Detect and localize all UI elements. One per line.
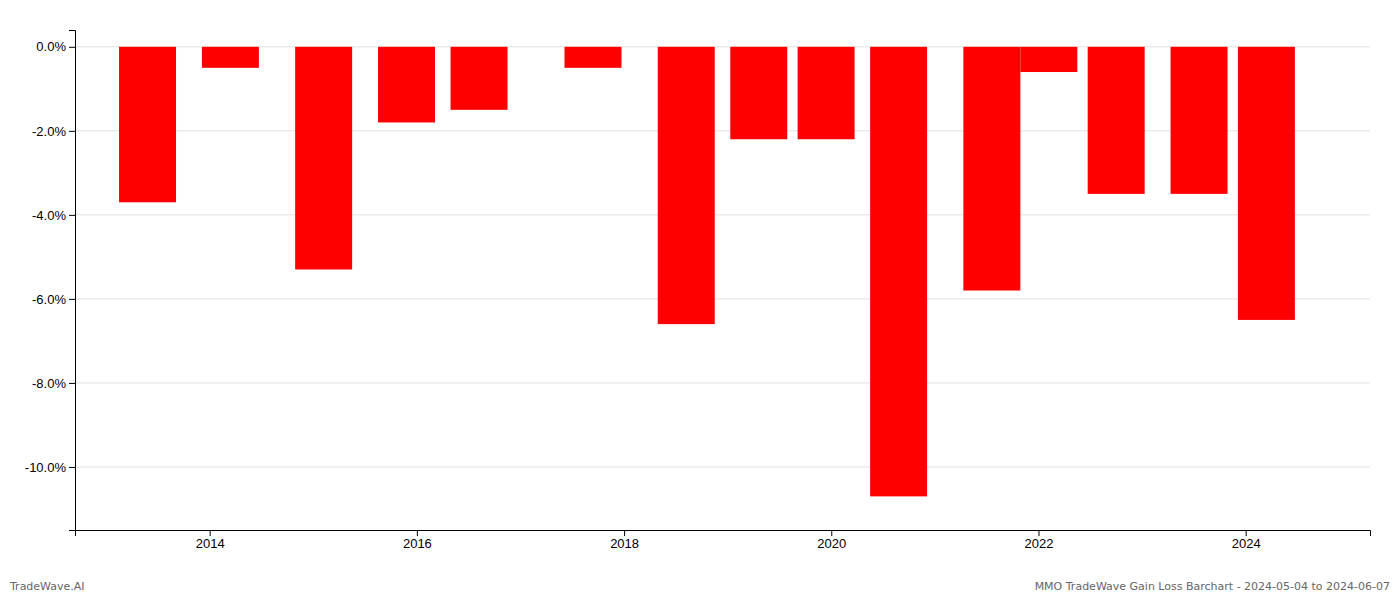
x-tick: 2024 <box>1232 530 1261 551</box>
y-tick-mark <box>69 215 75 216</box>
y-tick-mark <box>69 299 75 300</box>
y-tick-mark <box>69 131 75 132</box>
bar <box>1238 47 1295 320</box>
footer: TradeWave.AI <box>9 580 85 593</box>
grid-line <box>75 214 1370 215</box>
grid-line <box>75 466 1370 467</box>
bar <box>451 47 508 110</box>
x-tick-label: 2024 <box>1232 536 1261 551</box>
y-axis: 0.0% -2.0% -4.0% -6.0% -8.0% -10.0% <box>25 31 76 531</box>
x-axis-line <box>76 531 1371 537</box>
grid <box>75 47 1370 467</box>
bar <box>378 47 435 123</box>
grid-line <box>75 382 1370 383</box>
y-tick-label: -4.0% <box>32 208 66 223</box>
footer: MMO TradeWave Gain Loss Barchart - 2024-… <box>1035 580 1390 593</box>
y-tick: -10.0% <box>25 460 75 475</box>
x-tick-mark <box>1038 530 1039 536</box>
y-tick: 0.0% <box>36 39 75 54</box>
x-tick: 2022 <box>1025 530 1054 551</box>
x-tick-label: 2014 <box>196 536 225 551</box>
x-tick-mark <box>624 530 625 536</box>
y-tick: -8.0% <box>32 376 75 391</box>
x-tick-label: 2022 <box>1025 536 1054 551</box>
x-tick-label: 2020 <box>817 536 846 551</box>
y-tick-label: -8.0% <box>32 376 66 391</box>
y-tick-label: 0.0% <box>36 39 66 54</box>
x-tick-label: 2018 <box>610 536 639 551</box>
y-axis-line <box>69 31 76 531</box>
x-tick: 2016 <box>403 530 432 551</box>
bar <box>798 47 855 139</box>
x-tick-mark <box>210 530 211 536</box>
y-tick-label: -6.0% <box>32 292 66 307</box>
bar <box>1171 47 1228 194</box>
x-tick: 2014 <box>196 530 225 551</box>
bar <box>202 47 259 68</box>
y-tick-mark <box>69 47 75 48</box>
x-tick-label: 2016 <box>403 536 432 551</box>
chart: 2014 2016 2018 2020 2022 2024 0.0% -2.0% -4.0% -6… <box>0 0 1400 600</box>
y-tick-mark <box>69 467 75 468</box>
bar <box>565 47 622 68</box>
y-tick-label: -2.0% <box>32 124 66 139</box>
x-tick: 2018 <box>610 530 639 551</box>
x-tick-mark <box>1246 530 1247 536</box>
y-tick: -2.0% <box>32 124 75 139</box>
bar <box>870 47 927 497</box>
plot-area <box>119 47 1295 497</box>
bar <box>295 47 352 270</box>
y-tick-mark <box>69 383 75 384</box>
y-tick-label: -10.0% <box>25 460 67 475</box>
grid-line <box>75 298 1370 299</box>
x-tick-mark <box>417 530 418 536</box>
y-tick: -4.0% <box>32 208 75 223</box>
bar <box>1020 47 1077 72</box>
y-tick: -6.0% <box>32 292 75 307</box>
x-tick-mark <box>831 530 832 536</box>
bar <box>963 47 1020 291</box>
bar <box>1088 47 1145 194</box>
bar <box>658 47 715 324</box>
x-tick: 2020 <box>817 530 846 551</box>
x-axis: 2014 2016 2018 2020 2022 2024 <box>76 530 1371 551</box>
bar <box>730 47 787 139</box>
bar <box>119 47 176 202</box>
